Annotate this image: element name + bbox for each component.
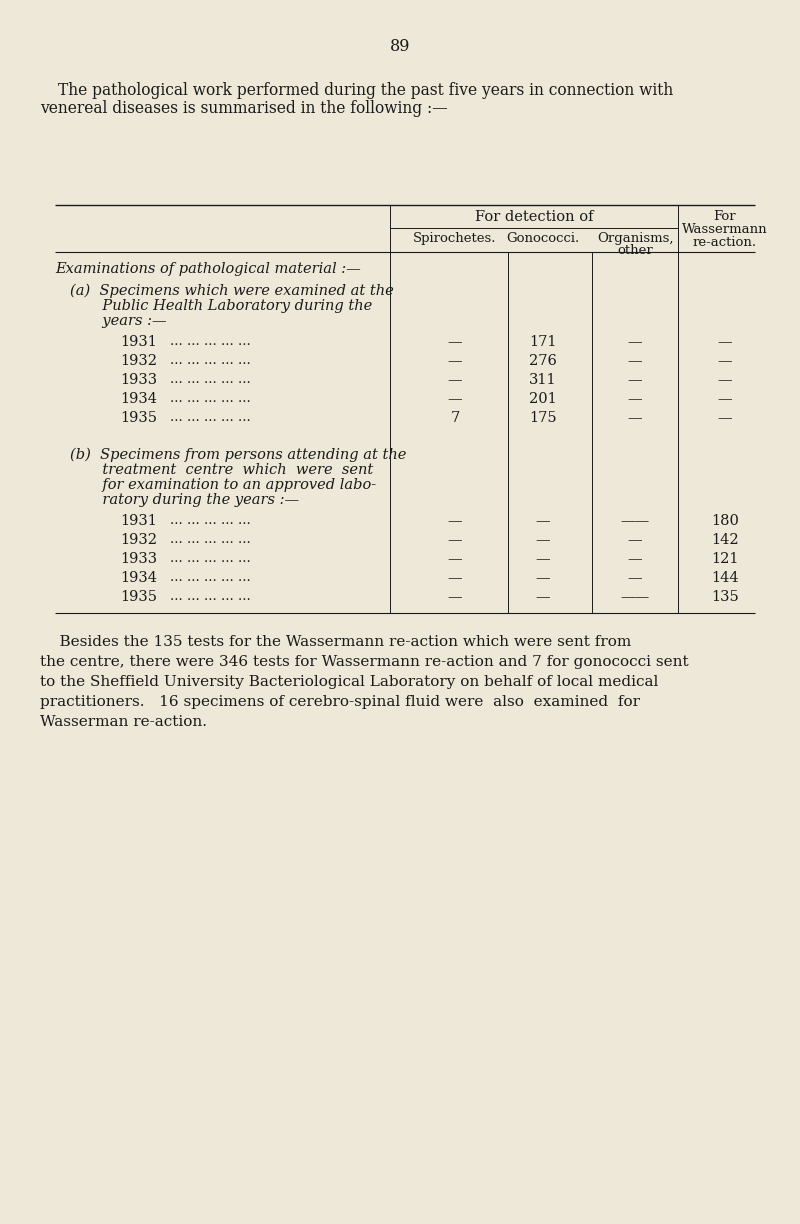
Text: ... ... ... ... ...: ... ... ... ... ... (170, 572, 250, 584)
Text: ... ... ... ... ...: ... ... ... ... ... (170, 373, 250, 386)
Text: 121: 121 (711, 552, 738, 565)
Text: 1934: 1934 (120, 392, 157, 406)
Text: 1935: 1935 (120, 590, 157, 603)
Text: —: — (536, 572, 550, 585)
Text: —: — (536, 514, 550, 528)
Text: —: — (628, 572, 642, 585)
Text: —: — (628, 552, 642, 565)
Text: Public Health Laboratory during the: Public Health Laboratory during the (70, 299, 372, 313)
Text: 311: 311 (529, 373, 557, 387)
Text: For detection of: For detection of (474, 211, 594, 224)
Text: —: — (536, 552, 550, 565)
Text: Organisms,: Organisms, (597, 233, 674, 245)
Text: For: For (714, 211, 736, 223)
Text: 142: 142 (711, 532, 739, 547)
Text: —: — (448, 354, 462, 368)
Text: the centre, there were 346 tests for Wassermann re-action and 7 for gonococci se: the centre, there were 346 tests for Was… (40, 655, 689, 670)
Text: (b)  Specimens from persons attending at the: (b) Specimens from persons attending at … (70, 448, 406, 463)
Text: ——: —— (620, 590, 650, 603)
Text: ——: —— (620, 514, 650, 528)
Text: to the Sheffield University Bacteriological Laboratory on behalf of local medica: to the Sheffield University Bacteriologi… (40, 674, 658, 689)
Text: venereal diseases is summarised in the following :—: venereal diseases is summarised in the f… (40, 100, 448, 118)
Text: The pathological work performed during the past five years in connection with: The pathological work performed during t… (58, 82, 674, 99)
Text: —: — (718, 392, 732, 406)
Text: —: — (718, 335, 732, 349)
Text: 1931: 1931 (120, 335, 157, 349)
Text: —: — (448, 392, 462, 406)
Text: —: — (718, 373, 732, 387)
Text: ratory during the years :—: ratory during the years :— (70, 493, 299, 507)
Text: —: — (448, 335, 462, 349)
Text: 144: 144 (711, 572, 739, 585)
Text: —: — (628, 532, 642, 547)
Text: —: — (628, 335, 642, 349)
Text: —: — (448, 532, 462, 547)
Text: Spirochetes.: Spirochetes. (414, 233, 497, 245)
Text: 276: 276 (529, 354, 557, 368)
Text: 1933: 1933 (120, 552, 157, 565)
Text: re-action.: re-action. (693, 236, 757, 248)
Text: 171: 171 (530, 335, 557, 349)
Text: ... ... ... ... ...: ... ... ... ... ... (170, 335, 250, 348)
Text: —: — (628, 354, 642, 368)
Text: 1932: 1932 (120, 354, 157, 368)
Text: 1935: 1935 (120, 411, 157, 425)
Text: years :—: years :— (70, 315, 166, 328)
Text: ... ... ... ... ...: ... ... ... ... ... (170, 532, 250, 546)
Text: —: — (448, 514, 462, 528)
Text: 180: 180 (711, 514, 739, 528)
Text: —: — (628, 411, 642, 425)
Text: —: — (536, 532, 550, 547)
Text: Wasserman re-action.: Wasserman re-action. (40, 715, 207, 730)
Text: 1931: 1931 (120, 514, 157, 528)
Text: treatment  centre  which  were  sent: treatment centre which were sent (70, 463, 374, 477)
Text: ... ... ... ... ...: ... ... ... ... ... (170, 411, 250, 424)
Text: 1932: 1932 (120, 532, 157, 547)
Text: (a)  Specimens which were examined at the: (a) Specimens which were examined at the (70, 284, 394, 299)
Text: 7: 7 (450, 411, 460, 425)
Text: 201: 201 (529, 392, 557, 406)
Text: ... ... ... ... ...: ... ... ... ... ... (170, 354, 250, 367)
Text: practitioners.   16 specimens of cerebro-spinal fluid were  also  examined  for: practitioners. 16 specimens of cerebro-s… (40, 695, 640, 709)
Text: 1933: 1933 (120, 373, 157, 387)
Text: 175: 175 (529, 411, 557, 425)
Text: 135: 135 (711, 590, 739, 603)
Text: Examinations of pathological material :—: Examinations of pathological material :— (55, 262, 361, 275)
Text: other: other (617, 244, 653, 257)
Text: —: — (628, 373, 642, 387)
Text: —: — (448, 552, 462, 565)
Text: ... ... ... ... ...: ... ... ... ... ... (170, 552, 250, 565)
Text: Gonococci.: Gonococci. (506, 233, 580, 245)
Text: —: — (628, 392, 642, 406)
Text: for examination to an approved labo-: for examination to an approved labo- (70, 479, 376, 492)
Text: —: — (448, 572, 462, 585)
Text: Wassermann: Wassermann (682, 223, 768, 236)
Text: —: — (536, 590, 550, 603)
Text: Besides the 135 tests for the Wassermann re-action which were sent from: Besides the 135 tests for the Wassermann… (40, 635, 631, 649)
Text: —: — (718, 354, 732, 368)
Text: ... ... ... ... ...: ... ... ... ... ... (170, 392, 250, 405)
Text: —: — (448, 373, 462, 387)
Text: 1934: 1934 (120, 572, 157, 585)
Text: —: — (448, 590, 462, 603)
Text: —: — (718, 411, 732, 425)
Text: ... ... ... ... ...: ... ... ... ... ... (170, 590, 250, 603)
Text: 89: 89 (390, 38, 410, 55)
Text: ... ... ... ... ...: ... ... ... ... ... (170, 514, 250, 528)
